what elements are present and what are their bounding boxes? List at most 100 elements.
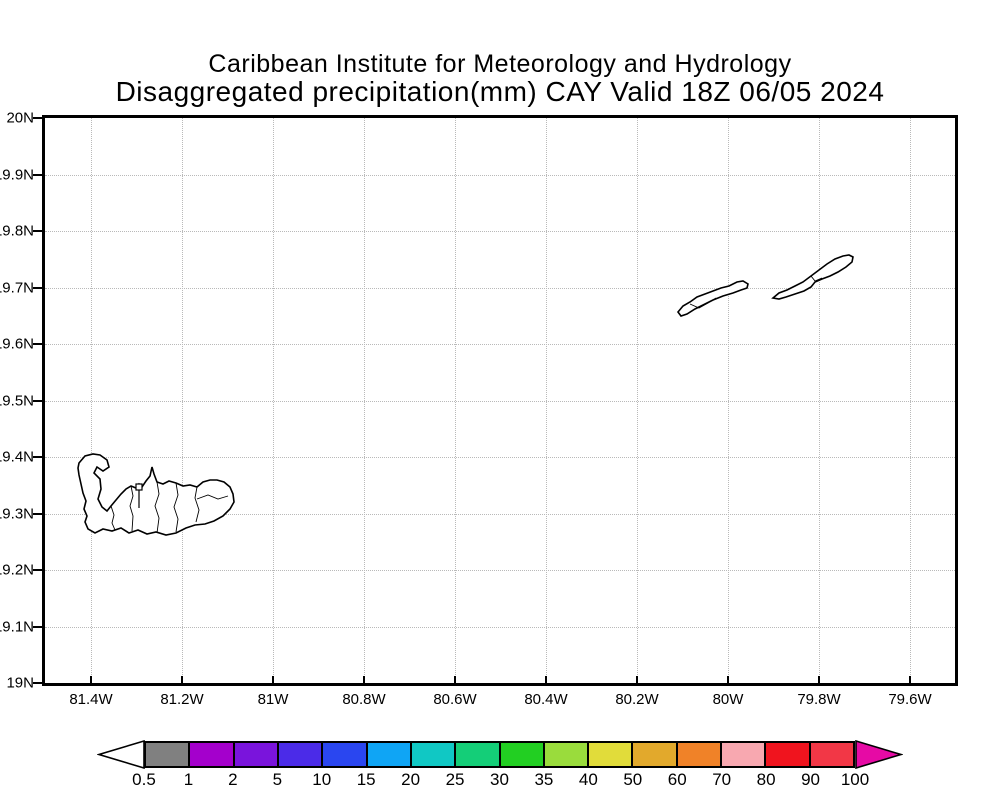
x-axis-label: 80W (712, 691, 744, 708)
horizontal-gridline (45, 626, 955, 628)
x-axis-label: 81.2W (160, 691, 204, 708)
horizontal-gridline (45, 570, 955, 571)
colorbar-tick-label: 90 (801, 770, 821, 789)
y-axis-label: 19.4N (0, 448, 34, 466)
y-axis-label: 19N (6, 674, 34, 692)
grand-cayman-district-lines (110, 481, 229, 534)
colorbar-tick-label: 1 (183, 770, 194, 789)
colorbar-tick-label: 70 (712, 770, 732, 789)
colorbar-tick-label: 60 (667, 770, 687, 789)
y-axis-tick (33, 456, 42, 458)
y-axis-tick (33, 682, 42, 684)
y-axis-label: 19.5N (0, 392, 34, 409)
y-axis-tick (33, 625, 42, 628)
map-plot-area: 81.4W 81.2W 81W 80.8W 80.6W 80.4W 80.2W 80W 79.8… (0, 110, 958, 708)
y-axis-tick (33, 286, 42, 289)
colorbar-segment (456, 743, 499, 766)
x-axis-label: 80.2W (615, 691, 659, 708)
colorbar-segment (500, 743, 543, 766)
colorbar-overflow-arrow (855, 740, 903, 769)
colorbar-tick-label: 0.5 (132, 770, 156, 789)
colorbar-segment (146, 743, 189, 766)
horizontal-gridline (45, 457, 955, 458)
colorbar (144, 741, 855, 768)
y-axis-tick (33, 569, 42, 571)
colorbar-segment (234, 743, 277, 766)
colorbar-segment (589, 743, 632, 766)
x-axis-label: 81W (257, 691, 289, 708)
y-axis-label: 19.9N (0, 166, 34, 183)
x-axis-tick (818, 676, 820, 683)
x-axis-label: 81.4W (69, 691, 113, 708)
colorbar-segment (190, 743, 233, 766)
little-cayman-interior-line (689, 297, 717, 309)
colorbar-tick-label: 15 (356, 770, 376, 789)
y-axis-label: 19.2N (0, 561, 34, 579)
y-axis-label: 19.1N (0, 618, 34, 635)
y-axis-tick (33, 230, 42, 232)
y-axis-tick (33, 117, 42, 119)
colorbar-segment (766, 743, 809, 766)
horizontal-gridline (45, 513, 955, 515)
y-axis-label: 19.7N (0, 279, 34, 296)
x-axis-label: 80.6W (433, 691, 477, 708)
x-axis-label: 79.6W (888, 691, 932, 708)
y-axis-tick (33, 512, 42, 515)
horizontal-gridline (45, 400, 955, 402)
colorbar-segment (677, 743, 721, 766)
grand-cayman-point-marker (135, 483, 143, 508)
colorbar-underflow-arrow (97, 740, 145, 769)
cayman-brac-outline (771, 254, 854, 300)
x-axis-tick (727, 676, 729, 683)
colorbar-labels: 0.5 1 2 5 10 15 20 25 30 35 40 50 60 70 80 90 100 (132, 770, 869, 792)
x-axis-tick (363, 676, 365, 683)
x-axis-label: 80.4W (524, 691, 568, 708)
colorbar-tick-label: 5 (272, 770, 283, 789)
grand-cayman-outline (77, 453, 235, 536)
x-axis-label: 80.8W (342, 691, 386, 708)
y-axis-label: 19.6N (0, 335, 34, 353)
colorbar-tick-label: 100 (840, 770, 870, 789)
islands-layer (77, 254, 854, 536)
horizontal-gridline (45, 174, 955, 176)
x-axis-tick (545, 676, 547, 683)
y-axis-label: 20N (6, 109, 34, 127)
little-cayman-outline (676, 280, 749, 317)
page-title: Caribbean Institute for Meteorology and … (208, 50, 792, 78)
colorbar-segment (810, 743, 853, 766)
colorbar-tick-label: 50 (623, 770, 643, 789)
horizontal-gridline (45, 344, 955, 345)
colorbar-segment (722, 743, 765, 766)
x-axis-tick (909, 676, 911, 683)
page-subtitle: Disaggregated precipitation(mm) CAY Vali… (115, 76, 885, 107)
colorbar-segment (633, 743, 676, 766)
x-axis-tick (454, 676, 456, 683)
y-axis-label: 19.3N (0, 505, 34, 522)
colorbar-tick-label: 25 (445, 770, 465, 789)
colorbar-tick-label: 20 (401, 770, 421, 789)
colorbar-tick-label: 80 (756, 770, 776, 789)
horizontal-gridline (45, 287, 955, 289)
colorbar-segment (367, 743, 410, 766)
horizontal-gridline (45, 231, 955, 232)
colorbar-segment (278, 743, 322, 766)
colorbar-segment (544, 743, 588, 766)
colorbar-tick-label: 30 (490, 770, 509, 789)
colorbar-segment (411, 743, 455, 766)
x-axis-tick (181, 676, 183, 683)
x-axis-label: 79.8W (797, 691, 841, 708)
y-axis-label: 19.8N (0, 222, 34, 240)
x-axis-tick (636, 676, 638, 683)
colorbar-segment (323, 743, 366, 766)
y-axis-tick (33, 173, 42, 176)
x-axis-tick (272, 676, 274, 683)
y-axis-tick (33, 399, 42, 402)
cayman-brac-interior-line (810, 275, 823, 282)
y-axis-tick (33, 343, 42, 345)
x-axis-tick (90, 676, 92, 683)
colorbar-tick-label: 40 (578, 770, 598, 789)
colorbar-tick-label: 2 (228, 770, 238, 789)
colorbar-tick-label: 10 (312, 770, 332, 789)
colorbar-tick-label: 35 (534, 770, 554, 789)
